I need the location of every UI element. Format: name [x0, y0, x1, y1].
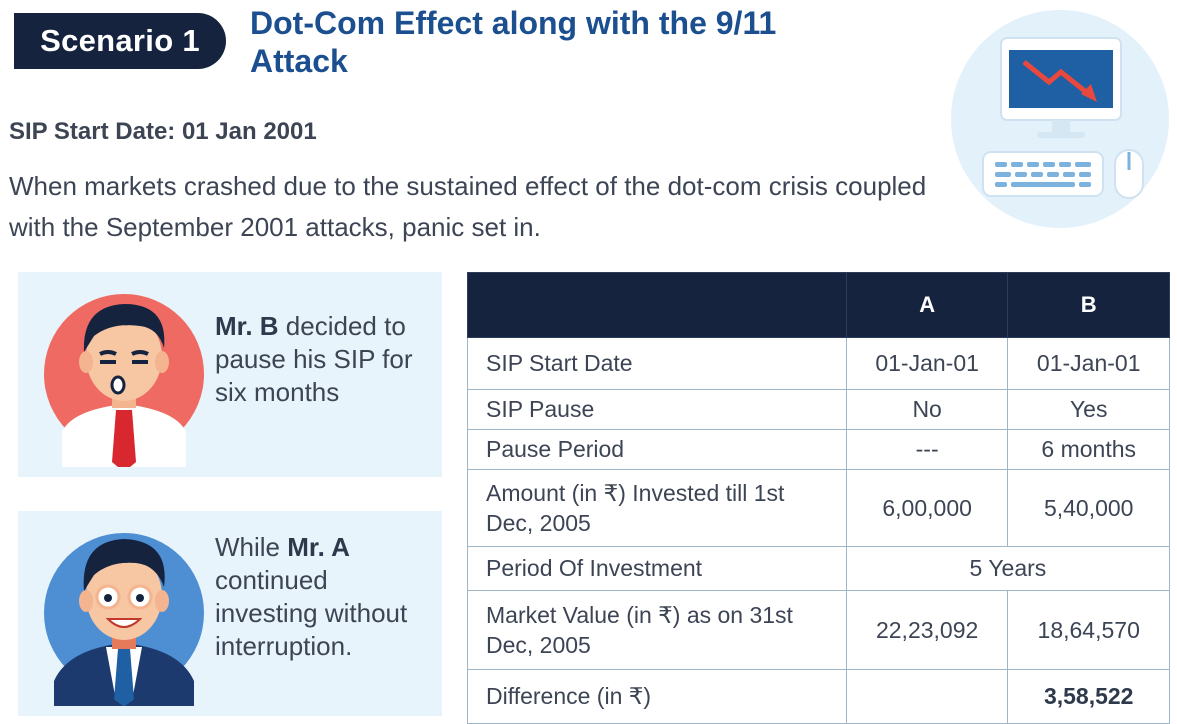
row-label: Period Of Investment: [467, 546, 847, 591]
cell-a: 22,23,092: [845, 590, 1009, 670]
cell-a: ---: [845, 429, 1009, 470]
mr-b-avatar: [44, 294, 204, 467]
comparison-table: A B SIP Start Date 01-Jan-01 01-Jan-01 S…: [467, 272, 1171, 724]
mr-b-card: Mr. B decided to pause his SIP for six m…: [18, 272, 442, 477]
row-label: Difference (in ₹): [467, 669, 847, 724]
mr-a-card: While Mr. A continued investing without …: [18, 511, 442, 716]
mr-b-text: Mr. B decided to pause his SIP for six m…: [215, 311, 413, 407]
row-label: Amount (in ₹) Invested till 1st Dec, 200…: [467, 469, 847, 547]
cell-b: Yes: [1007, 389, 1170, 430]
row-label: Market Value (in ₹) as on 31st Dec, 2005: [467, 590, 847, 670]
mouse-icon: [1114, 149, 1144, 199]
sip-start-date: SIP Start Date: 01 Jan 2001: [9, 118, 317, 145]
table-row: SIP Pause No Yes: [467, 389, 1170, 430]
row-label: SIP Pause: [467, 389, 847, 430]
computer-crash-illustration: [951, 10, 1169, 228]
table-row: Pause Period --- 6 months: [467, 429, 1170, 470]
table-row: Amount (in ₹) Invested till 1st Dec, 200…: [467, 469, 1170, 547]
cell-a: No: [845, 389, 1009, 430]
cell-b: 5,40,000: [1007, 469, 1170, 547]
table-row: Period Of Investment 5 Years: [467, 546, 1171, 591]
table-row: Market Value (in ₹) as on 31st Dec, 2005…: [467, 590, 1170, 670]
cell-span: 5 Years: [845, 546, 1171, 591]
page-title: Dot-Com Effect along with the 9/11 Attac…: [250, 5, 777, 79]
table-header-a: A: [845, 272, 1009, 338]
table-header-empty: [467, 272, 847, 338]
mr-a-avatar: [44, 533, 204, 706]
cell-b: 01-Jan-01: [1007, 337, 1170, 390]
cell-b: 18,64,570: [1007, 590, 1170, 670]
table-header-b: B: [1007, 272, 1170, 338]
cell-a: 01-Jan-01: [845, 337, 1009, 390]
cell-b-difference: 3,58,522: [1007, 669, 1170, 724]
description: When markets crashed due to the sustaine…: [9, 171, 927, 242]
table-row: SIP Start Date 01-Jan-01 01-Jan-01: [467, 337, 1170, 390]
mr-a-text: While Mr. A continued investing without …: [215, 532, 408, 661]
row-label: Pause Period: [467, 429, 847, 470]
row-label: SIP Start Date: [467, 337, 847, 390]
cell-b: 6 months: [1007, 429, 1170, 470]
table-header-row: A B: [467, 272, 1170, 338]
cell-a: 6,00,000: [845, 469, 1009, 547]
table-row: Difference (in ₹) 3,58,522: [467, 669, 1170, 724]
scenario-badge: Scenario 1: [14, 13, 226, 69]
cell-a: [845, 669, 1009, 724]
